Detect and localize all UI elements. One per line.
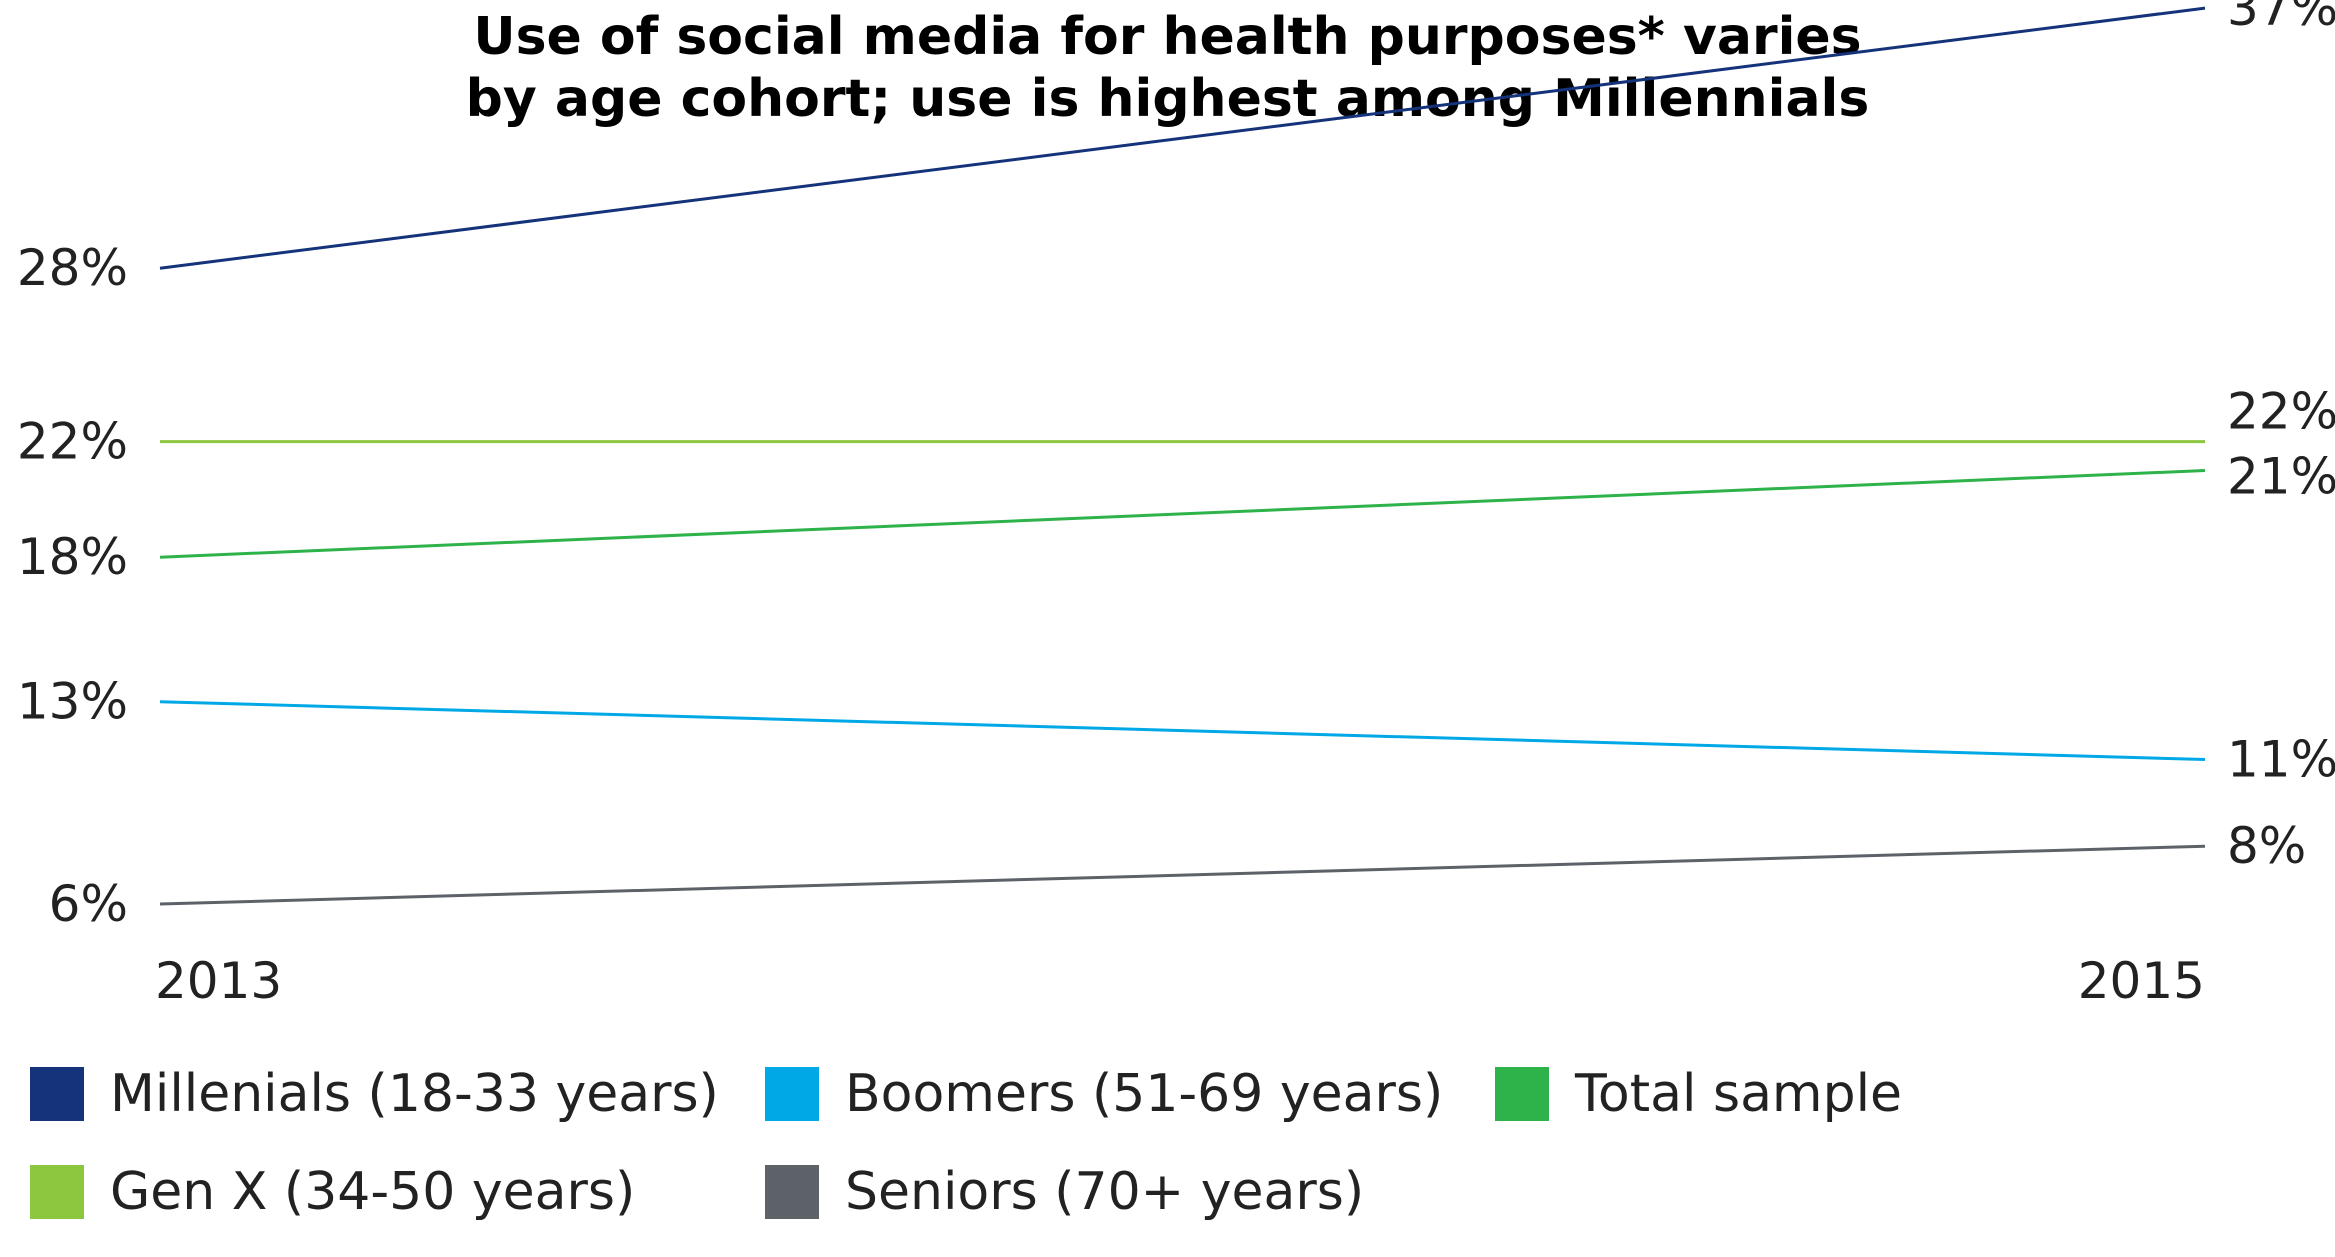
legend-item-millenials: Millenials (18-33 years) bbox=[30, 1064, 719, 1124]
legend-item-gen: Gen X (34-50 years) bbox=[30, 1162, 635, 1222]
legend-swatch-seniors bbox=[765, 1165, 819, 1219]
legend-swatch-millenials bbox=[30, 1067, 84, 1121]
legend-swatch-gen bbox=[30, 1165, 84, 1219]
legend-label-boomers: Boomers (51-69 years) bbox=[845, 1064, 1444, 1124]
series-lines bbox=[159, 6, 2206, 906]
series-line-seniors bbox=[159, 844, 2206, 906]
data-label-boomers-start: 13% bbox=[17, 673, 128, 731]
data-label-gen-start: 22% bbox=[17, 413, 128, 471]
x-axis-ticks: 2013 2015 bbox=[155, 952, 2205, 1010]
data-label-gen-end: 22% bbox=[2227, 383, 2335, 441]
legend-item-seniors: Seniors (70+ years) bbox=[765, 1162, 1364, 1222]
legend-label-millenials: Millenials (18-33 years) bbox=[110, 1064, 719, 1124]
data-label-seniors-end: 8% bbox=[2227, 817, 2306, 875]
legend-label-total: Total sample bbox=[1575, 1064, 1903, 1124]
x-tick-label-2015: 2015 bbox=[2078, 952, 2205, 1010]
data-labels: 28% 37% 22% 22% 18% 21% 13% 11% 6% 8% bbox=[17, 0, 2335, 933]
x-tick-label-2013: 2013 bbox=[155, 952, 282, 1010]
legend-label-gen: Gen X (34-50 years) bbox=[110, 1162, 636, 1222]
legend-item-total: Total sample bbox=[1495, 1064, 1902, 1124]
data-label-boomers-end: 11% bbox=[2227, 731, 2335, 789]
chart-title-line-1: Use of social media for health purposes*… bbox=[473, 7, 1862, 67]
data-label-millenials-start: 28% bbox=[17, 239, 128, 297]
legend-swatch-boomers bbox=[765, 1067, 819, 1121]
series-line-millenials bbox=[159, 6, 2206, 270]
legend-swatch-total bbox=[1495, 1067, 1549, 1121]
series-line-total bbox=[159, 469, 2206, 559]
data-label-total-start: 18% bbox=[17, 528, 128, 586]
data-label-millenials-end: 37% bbox=[2227, 0, 2335, 37]
series-line-boomers bbox=[159, 700, 2206, 761]
data-label-total-end: 21% bbox=[2227, 448, 2335, 506]
legend-item-boomers: Boomers (51-69 years) bbox=[765, 1064, 1443, 1124]
data-label-seniors-start: 6% bbox=[49, 875, 128, 933]
chart-title: Use of social media for health purposes*… bbox=[0, 6, 2335, 130]
legend-label-seniors: Seniors (70+ years) bbox=[845, 1162, 1365, 1222]
chart-title-line-2: by age cohort; use is highest among Mill… bbox=[465, 69, 1870, 129]
